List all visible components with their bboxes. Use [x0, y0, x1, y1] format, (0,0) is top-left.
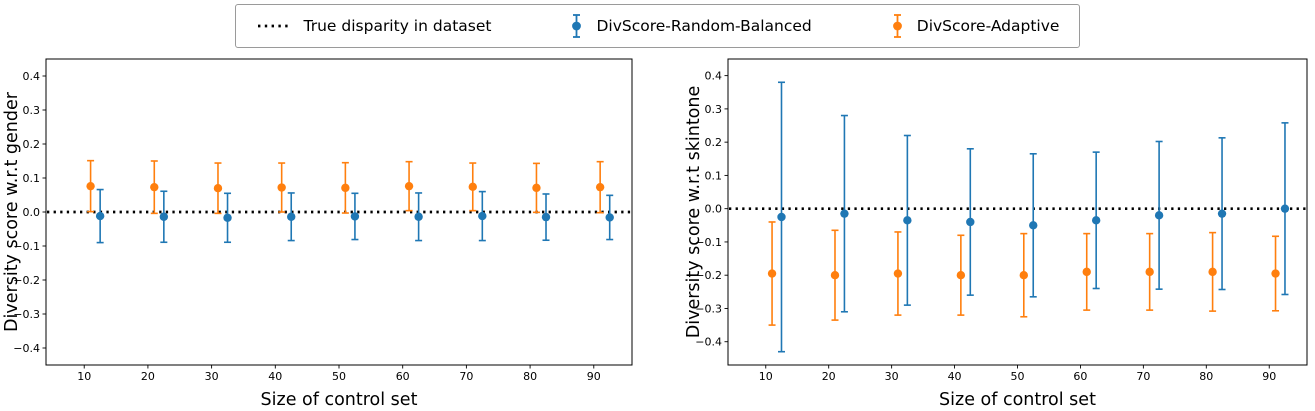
x-axis-label: Size of control set: [939, 390, 1096, 410]
y-tick-label: 0.3: [705, 103, 723, 116]
data-point: [605, 213, 614, 222]
data-point: [1145, 267, 1154, 277]
data-point: [1091, 216, 1101, 225]
data-point: [830, 270, 840, 280]
data-point: [1271, 269, 1280, 278]
y-tick-label: −0.1: [13, 240, 40, 253]
y-tick-label: 0.1: [23, 172, 41, 185]
data-point: [840, 209, 849, 218]
data-point: [414, 212, 423, 221]
y-tick-label: −0.4: [13, 342, 40, 355]
data-point: [468, 182, 477, 192]
y-axis-label: Diversity score w.r.t gender: [2, 91, 22, 332]
data-point: [223, 213, 232, 222]
x-tick-label: 80: [523, 370, 537, 383]
data-point: [287, 212, 296, 221]
y-tick-label: −0.2: [13, 274, 40, 287]
data-point: [767, 269, 777, 278]
errorbar-marker-icon: [890, 12, 905, 40]
data-point: [277, 183, 286, 192]
data-point: [86, 181, 95, 191]
y-tick-label: 0.4: [23, 70, 41, 83]
data-point: [595, 182, 605, 192]
y-tick-label: 0.2: [23, 138, 41, 151]
x-tick-label: 80: [1199, 370, 1213, 383]
x-tick-label: 70: [459, 370, 473, 383]
data-point: [777, 212, 786, 222]
charts-row: 10 20 30 40 50 60 70 80 90 −0.4 −0.3 −0.2 −0.1 0.0 0.1…: [0, 51, 1315, 411]
errorbar-marker-icon: [569, 12, 584, 40]
y-axis-label: Diversity score w.r.t skintone: [684, 86, 704, 338]
x-tick-label: 30: [205, 370, 219, 383]
x-tick-label: 10: [77, 370, 91, 383]
legend: True disparity in dataset DivScore-Rando…: [234, 4, 1081, 48]
data-point: [1019, 270, 1028, 280]
x-axis-label: Size of control set: [261, 390, 418, 410]
x-tick-label: 70: [1136, 370, 1150, 383]
legend-row: True disparity in dataset DivScore-Rando…: [0, 0, 1315, 48]
data-point: [1280, 204, 1290, 213]
data-point: [541, 212, 551, 222]
x-tick-label: 60: [396, 370, 410, 383]
y-tick-label: 0.3: [23, 104, 41, 117]
legend-label-random-balanced: DivScore-Random-Balanced: [596, 17, 812, 35]
x-tick-label: 30: [885, 370, 899, 383]
skintone-diversity-plot: 10 20 30 40 50 60 70 80 90 −0.4 −0.3 −0.2 −0.1 0.0 0.1…: [684, 58, 1308, 410]
gender-diversity-plot: 10 20 30 40 50 60 70 80 90 −0.4 −0.3 −0.2 −0.1 0.0 0.1…: [2, 58, 633, 410]
data-point: [903, 216, 912, 225]
x-tick-label: 60: [1073, 370, 1087, 383]
x-tick-label: 90: [587, 370, 601, 383]
data-point: [956, 270, 966, 280]
y-tick-label: 0.0: [23, 206, 41, 219]
data-point: [213, 184, 223, 193]
data-point: [341, 183, 350, 193]
dotted-line-icon: [256, 18, 292, 34]
legend-item-true-disparity: True disparity in dataset: [256, 17, 492, 35]
y-tick-label: −0.2: [695, 269, 722, 282]
data-point: [150, 182, 159, 192]
x-tick-label: 40: [948, 370, 962, 383]
y-tick-label: −0.1: [695, 236, 722, 249]
data-point: [350, 212, 360, 221]
y-tick-label: −0.3: [13, 308, 40, 321]
data-point: [966, 217, 975, 227]
data-point: [1029, 221, 1038, 230]
x-tick-label: 90: [1262, 370, 1276, 383]
data-point: [1154, 211, 1164, 220]
data-point: [532, 183, 541, 193]
y-tick-label: 0.0: [705, 203, 723, 216]
data-point: [159, 212, 169, 221]
legend-item-adaptive: DivScore-Adaptive: [890, 12, 1060, 40]
x-tick-label: 20: [822, 370, 836, 383]
y-tick-label: 0.2: [705, 136, 723, 149]
y-tick-label: −0.4: [695, 336, 722, 349]
data-point: [478, 211, 487, 221]
y-tick-label: −0.3: [695, 302, 722, 315]
y-tick-label: 0.1: [705, 169, 723, 182]
legend-item-random-balanced: DivScore-Random-Balanced: [569, 12, 812, 40]
x-tick-label: 20: [141, 370, 155, 383]
data-point: [1208, 267, 1217, 277]
y-tick-label: 0.4: [705, 70, 723, 83]
x-tick-label: 40: [268, 370, 282, 383]
data-point: [1217, 209, 1227, 218]
data-point: [893, 269, 903, 278]
data-point: [95, 211, 105, 221]
data-point: [404, 181, 414, 191]
x-tick-label: 50: [332, 370, 346, 383]
legend-label-true-disparity: True disparity in dataset: [303, 17, 492, 35]
data-point: [1082, 267, 1091, 277]
x-tick-label: 50: [1011, 370, 1025, 383]
x-tick-label: 10: [759, 370, 773, 383]
legend-label-adaptive: DivScore-Adaptive: [916, 17, 1060, 35]
